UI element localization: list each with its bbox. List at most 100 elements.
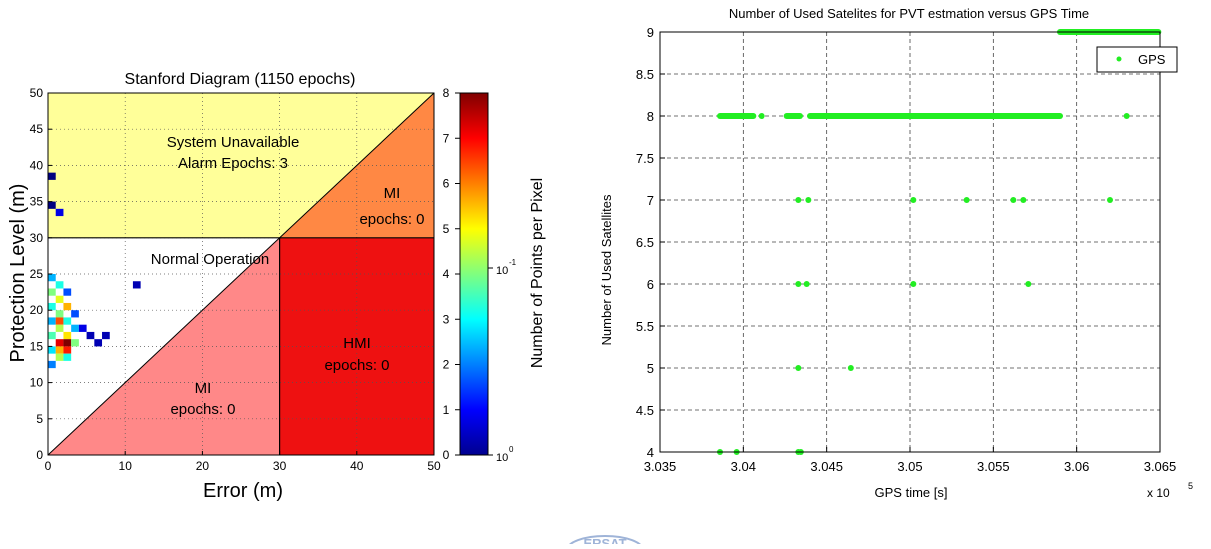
satellites-grid: [660, 32, 1160, 452]
colorbar-linear-tick-label: 1: [443, 403, 450, 417]
gps-point: [1107, 197, 1113, 203]
stanford-y-tick-label: 50: [30, 86, 44, 100]
heat-cell: [63, 288, 72, 296]
colorbar-linear-ticks: 0 1 2 3 4 5 6 7 8: [443, 86, 460, 462]
gps-point: [1123, 113, 1130, 119]
heat-cell: [55, 281, 64, 289]
stanford-colorbar: 0 1 2 3 4 5 6 7 8 10 0 10 -1 Number of Points pe…: [443, 86, 546, 464]
satellites-y-ticks: 4 4.5 5 5.5 6 6.5 7 7.5 8 8.5 9: [636, 25, 665, 460]
gps-point: [1020, 197, 1027, 203]
mi-upper-label-line2: epochs: 0: [359, 211, 424, 228]
satellites-x-tick-label: 3.045: [810, 459, 843, 474]
satellites-y-label: Number of Used Satellites: [599, 194, 614, 346]
unavailable-label-line2: Alarm Epochs: 3: [178, 155, 288, 172]
legend-box: [1096, 46, 1178, 73]
satellites-x-tick-label: 3.055: [977, 459, 1010, 474]
stanford-x-ticks: 0 10 20 30 40 50: [45, 451, 441, 473]
unavailable-label-line1: System Unavailable: [167, 134, 300, 151]
gps-point: [795, 197, 802, 203]
stanford-diagonal: [47, 92, 435, 456]
heat-cell: [48, 346, 56, 354]
stanford-x-tick-label: 30: [273, 459, 287, 473]
stanford-diagram: Stanford Diagram (1150 epochs) System Un…: [7, 71, 546, 502]
gps-point: [847, 365, 854, 371]
heat-cell: [48, 288, 56, 296]
stanford-y-label: Protection Level (m): [7, 184, 29, 363]
heat-cell: [63, 346, 72, 354]
stanford-y-tick-label: 40: [30, 158, 44, 172]
stanford-y-ticks: 0 5 10 15 20 25 30 35 40 45 50: [30, 86, 52, 462]
heat-cell: [48, 201, 56, 209]
heat-cell: [86, 331, 95, 340]
heat-cell: [55, 310, 64, 318]
stanford-plot-area: [47, 92, 435, 456]
colorbar-log-tick-0-base: 10: [496, 452, 508, 464]
satellites-x-tick-label: 3.065: [1144, 459, 1177, 474]
satellites-y-tick-label: 4: [647, 445, 654, 460]
gps-point: [910, 281, 917, 287]
colorbar-gradient: [459, 92, 489, 456]
gps-point: [803, 281, 810, 287]
heat-cell: [55, 208, 64, 217]
heat-cell: [63, 353, 72, 361]
satellites-y-tick-label: 9: [647, 25, 654, 40]
colorbar-log-tick-0-exp: 0: [509, 445, 514, 454]
heat-cell: [48, 331, 56, 340]
stanford-grid: [48, 93, 434, 455]
colorbar-linear-tick-label: 4: [443, 267, 450, 281]
stanford-region-labels: System Unavailable Alarm Epochs: 3 MI ep…: [151, 134, 425, 418]
gps-point: [795, 365, 802, 371]
colorbar-label: Number of Points per Pixel: [529, 178, 546, 368]
gps-point: [910, 197, 917, 203]
satellites-x-tick-label: 3.04: [731, 459, 756, 474]
heat-cell: [63, 331, 72, 340]
heat-cell: [102, 331, 110, 340]
satellites-x-tick-label: 3.035: [644, 459, 677, 474]
satellites-title: Number of Used Satelites for PVT estmati…: [729, 6, 1089, 21]
gps-point: [795, 281, 802, 287]
heat-cell: [94, 339, 103, 347]
stanford-x-tick-label: 0: [45, 459, 52, 473]
stanford-heat-cells: [48, 172, 141, 369]
heat-cell: [48, 274, 56, 282]
satellites-legend: GPS: [1096, 46, 1178, 73]
mi-lower-label-line2: epochs: 0: [170, 401, 235, 418]
satellites-x-tick-label: 3.05: [897, 459, 922, 474]
stanford-y-tick-label: 30: [30, 231, 44, 245]
stanford-y-tick-label: 25: [30, 267, 44, 281]
heat-cell: [78, 324, 87, 332]
stanford-y-tick-label: 35: [30, 195, 44, 209]
gps-point: [1010, 197, 1017, 203]
heat-cell: [55, 339, 64, 347]
satellites-y-tick-label: 6.5: [636, 235, 654, 250]
heat-cell: [71, 324, 79, 332]
satellites-y-tick-label: 8.5: [636, 67, 654, 82]
stanford-x-tick-label: 40: [350, 459, 364, 473]
gps-point: [963, 197, 970, 203]
heat-cell: [71, 310, 79, 318]
colorbar-linear-tick-label: 2: [443, 358, 450, 372]
gps-point: [758, 113, 765, 119]
colorbar-linear-tick-label: 5: [443, 222, 450, 236]
mi-upper-label-line1: MI: [384, 185, 401, 202]
heat-cell: [71, 339, 79, 347]
satellites-y-tick-label: 4.5: [636, 403, 654, 418]
satellites-x-ticks: 3.035 3.04 3.045 3.05 3.055 3.06 3.065: [644, 447, 1177, 474]
stanford-y-tick-label: 10: [30, 376, 44, 390]
heat-cell: [63, 317, 72, 325]
stanford-x-tick-label: 50: [427, 459, 441, 473]
heat-cell: [55, 317, 64, 325]
heat-cell: [48, 172, 56, 180]
ersat-logo: ERSAT: [566, 535, 644, 549]
stanford-y-tick-label: 0: [36, 448, 43, 462]
satellites-y-tick-label: 8: [647, 109, 654, 124]
x-multiplier-exponent: 5: [1188, 481, 1193, 491]
stanford-title: Stanford Diagram (1150 epochs): [125, 71, 356, 88]
heat-cell: [132, 281, 141, 289]
heat-cell: [63, 302, 72, 311]
colorbar-log-tick-1: 10 -1: [488, 258, 517, 277]
hmi-label-line1: HMI: [343, 335, 371, 352]
legend-marker-gps: [1116, 56, 1122, 62]
heat-cell: [48, 317, 56, 325]
